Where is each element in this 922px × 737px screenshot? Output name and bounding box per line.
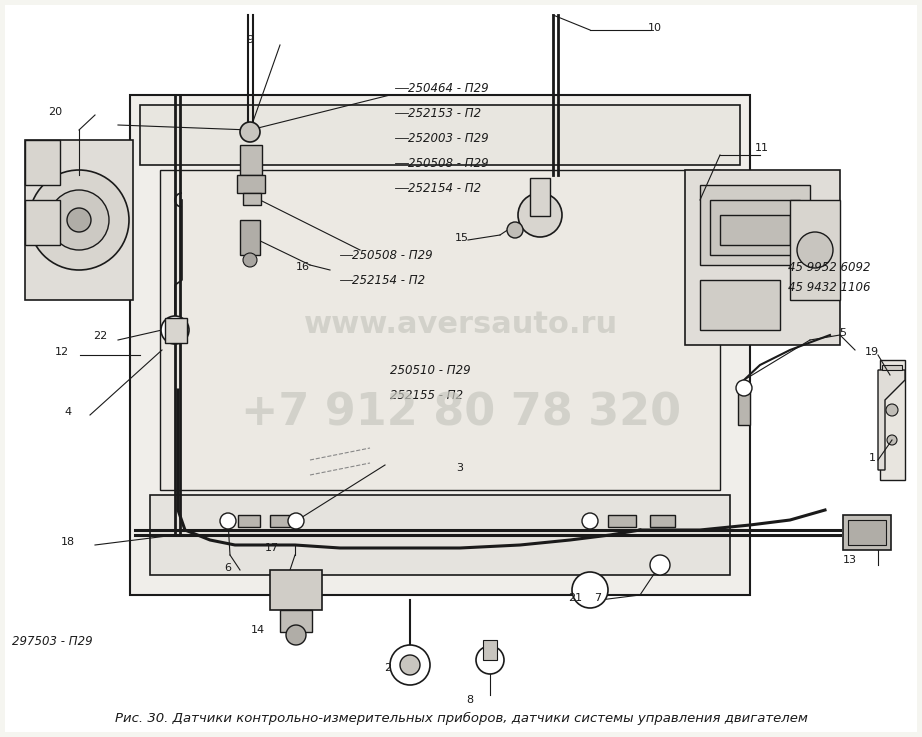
Bar [238,515,260,527]
Text: 4: 4 [65,407,72,417]
Text: 12: 12 [55,347,69,357]
Circle shape [286,625,306,645]
Bar [270,570,322,610]
Text: 17: 17 [265,543,279,553]
Text: 9: 9 [246,35,254,45]
Text: 250510 - П29: 250510 - П29 [390,363,470,377]
Bar [608,515,636,527]
Circle shape [736,380,752,396]
Text: 250464 - П29: 250464 - П29 [408,82,489,94]
Text: 21: 21 [568,593,582,603]
Text: 14: 14 [251,625,265,635]
Circle shape [390,645,430,685]
Text: 250508 - П29: 250508 - П29 [408,156,489,170]
Text: 252003 - П29: 252003 - П29 [408,131,489,144]
Circle shape [240,122,260,142]
Bar [650,515,675,527]
Bar [240,220,260,255]
Polygon shape [878,370,905,470]
Text: 252154 - П2: 252154 - П2 [352,273,425,287]
Bar [243,193,261,205]
Text: 252153 - П2: 252153 - П2 [408,107,481,119]
Circle shape [476,646,504,674]
Bar [140,105,740,165]
Bar [240,145,262,175]
Text: 45 9432 1106: 45 9432 1106 [788,281,870,294]
Circle shape [288,513,304,529]
Text: 22: 22 [93,331,107,341]
Circle shape [507,222,523,238]
Text: 5: 5 [840,328,846,338]
Bar [848,520,886,545]
Circle shape [161,316,189,344]
Bar [843,515,891,550]
Text: 19: 19 [865,347,879,357]
Bar [150,495,730,575]
Text: www.aversauto.ru: www.aversauto.ru [304,310,618,339]
Bar [710,200,800,255]
Circle shape [243,253,257,267]
Bar [130,95,750,595]
Text: 6: 6 [224,563,231,573]
Text: 2: 2 [384,663,392,673]
Bar [720,215,790,245]
Circle shape [518,193,562,237]
Bar [700,185,810,265]
Bar [25,140,133,300]
Circle shape [49,190,109,250]
Text: 45 9952 6092: 45 9952 6092 [788,261,870,274]
Text: 15: 15 [455,233,469,243]
Circle shape [650,555,670,575]
Circle shape [797,232,833,268]
Circle shape [887,435,897,445]
Bar [483,640,497,660]
Text: 7: 7 [595,593,601,603]
Text: 18: 18 [61,537,75,547]
Bar [165,318,187,343]
Bar [700,280,780,330]
Text: 8: 8 [467,695,474,705]
Circle shape [29,170,129,270]
Bar [790,200,840,300]
Text: 297503 - П29: 297503 - П29 [12,635,92,648]
Text: 250508 - П29: 250508 - П29 [352,248,432,262]
Bar [880,360,905,480]
Text: 3: 3 [456,463,464,473]
Circle shape [582,513,598,529]
Text: 13: 13 [843,555,857,565]
Text: Рис. 30. Датчики контрольно-измерительных приборов, датчики системы управления д: Рис. 30. Датчики контрольно-измерительны… [114,712,808,725]
Bar [530,178,550,216]
Text: 16: 16 [296,262,310,272]
Circle shape [67,208,91,232]
Text: +7 912 80 78 320: +7 912 80 78 320 [241,391,681,434]
Circle shape [220,513,236,529]
Bar [882,365,902,370]
Bar [738,390,750,425]
Circle shape [400,655,420,675]
Text: 252155 - П2: 252155 - П2 [390,388,463,402]
Bar [25,200,60,245]
Bar [685,170,840,345]
Bar [160,170,720,490]
Text: 20: 20 [48,107,62,117]
Bar [25,140,60,185]
Circle shape [886,404,898,416]
Bar [237,175,265,193]
Circle shape [572,572,608,608]
Text: 252154 - П2: 252154 - П2 [408,181,481,195]
Text: 11: 11 [755,143,769,153]
Text: 10: 10 [648,23,662,33]
Bar [280,610,312,632]
Bar [270,515,295,527]
Text: 1: 1 [869,453,876,463]
